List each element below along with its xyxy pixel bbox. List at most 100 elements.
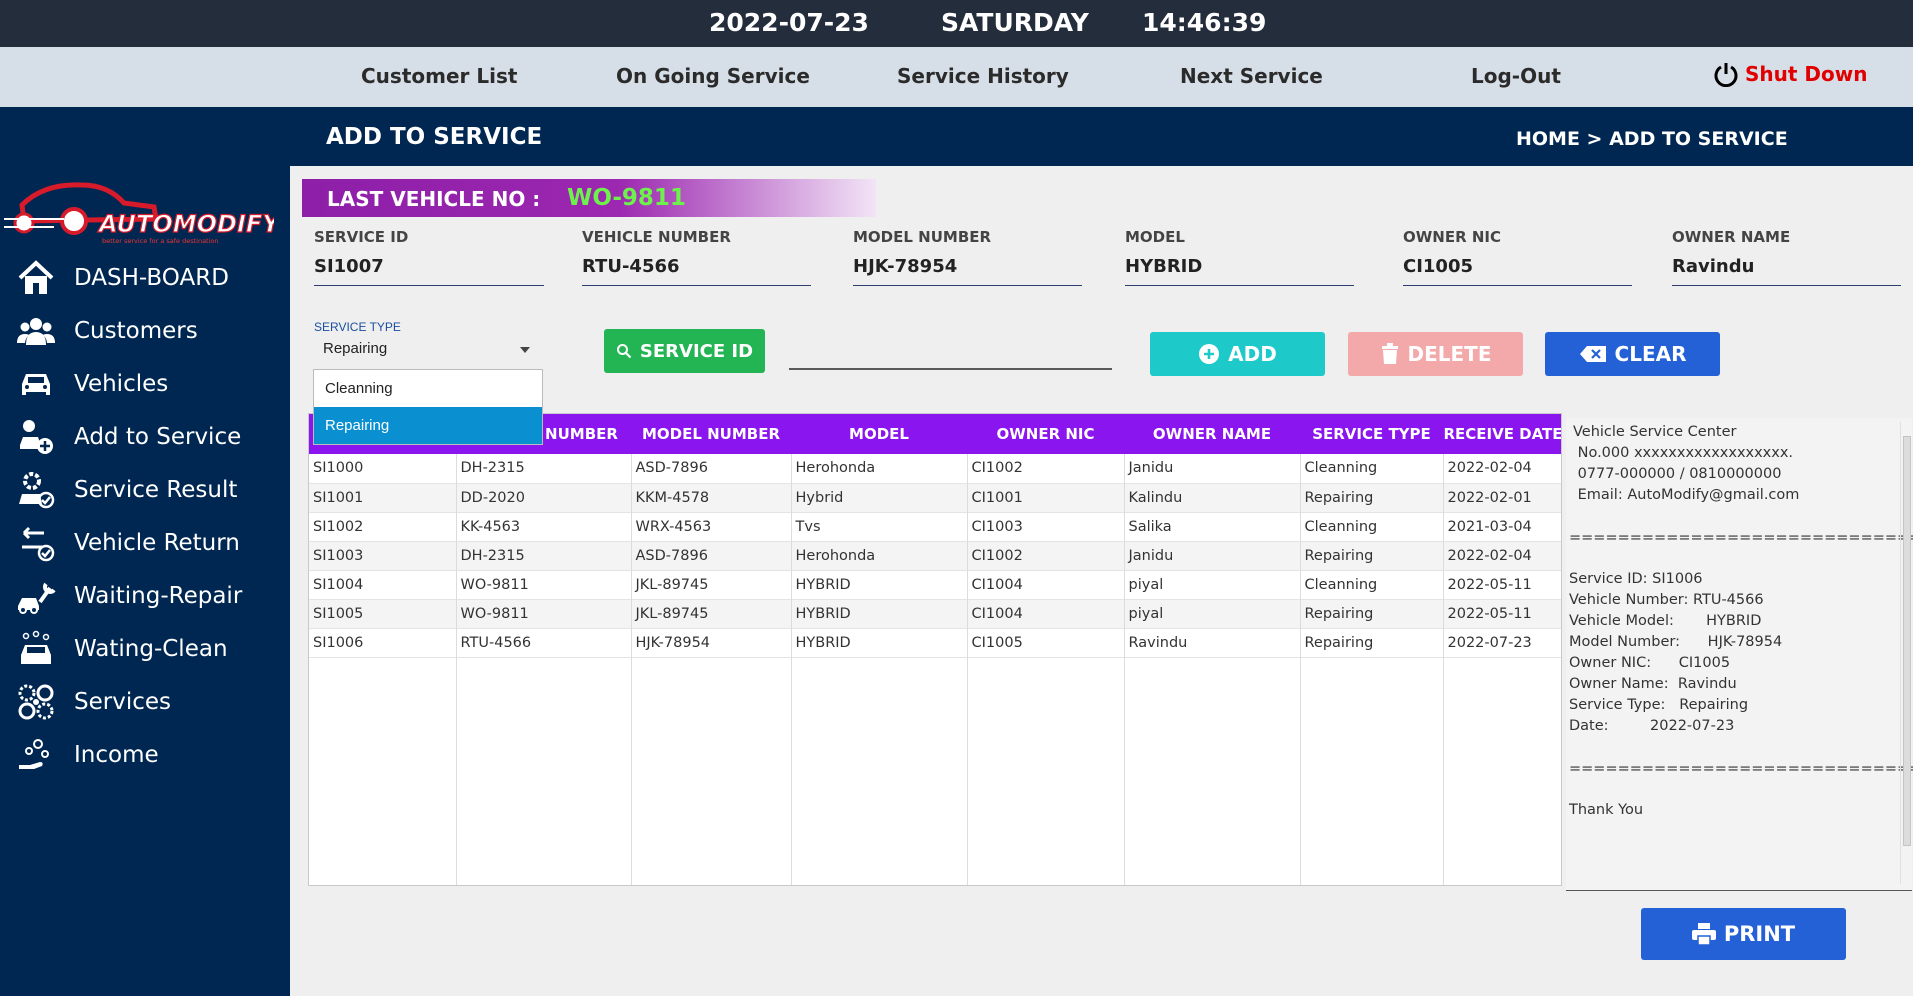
- sidebar-item-income[interactable]: Income: [14, 730, 284, 780]
- service-id-search-input[interactable]: [789, 368, 1112, 370]
- service-type-value: Repairing: [323, 340, 388, 357]
- vehicle-number-field[interactable]: VEHICLE NUMBER RTU-4566: [582, 228, 811, 286]
- wrench-car-icon: [14, 574, 58, 618]
- service-id-field[interactable]: SERVICE ID SI1007: [314, 228, 544, 286]
- table-cell: 2022-02-01: [1443, 483, 1561, 513]
- service-table[interactable]: SERVICE ID VEHICLE NUMBER MODEL NUMBER M…: [308, 413, 1562, 886]
- car-icon: [14, 362, 58, 406]
- option-cleanning[interactable]: Cleanning: [325, 380, 393, 397]
- col-header[interactable]: RECEIVE DATE: [1443, 414, 1561, 454]
- table-cell: 2022-07-23: [1443, 628, 1561, 658]
- col-header[interactable]: OWNER NAME: [1124, 414, 1300, 454]
- table-row[interactable]: SI1004 WO-9811 JKL-89745 HYBRID CI1004 piyal C…: [309, 570, 1561, 600]
- receipt-line: Service ID: SI1006: [1569, 571, 1703, 587]
- owner-name-field[interactable]: OWNER NAME Ravindu: [1672, 228, 1901, 286]
- last-vehicle-banner: LAST VEHICLE NO : WO-9811: [302, 179, 876, 217]
- chevron-down-icon: [520, 347, 530, 353]
- table-cell: ASD-7896: [631, 541, 792, 571]
- sidebar-item-label: DASH-BOARD: [74, 265, 229, 291]
- table-cell: Repairing: [1300, 483, 1444, 513]
- current-time: 14:46:39: [1142, 8, 1267, 37]
- table-cell: HYBRID: [791, 628, 968, 658]
- service-type-label: SERVICE TYPE: [314, 320, 401, 334]
- owner-nic-value[interactable]: CI1005: [1403, 256, 1632, 286]
- receipt-line: Thank You: [1569, 802, 1644, 818]
- service-id-button[interactable]: SERVICE ID: [604, 329, 765, 373]
- vehicle-number-value[interactable]: RTU-4566: [582, 256, 811, 286]
- sidebar-item-service-result[interactable]: Service Result: [14, 465, 284, 515]
- sidebar-item-label: Vehicle Return: [74, 530, 240, 556]
- print-button[interactable]: PRINT: [1641, 908, 1846, 960]
- table-cell: 2022-02-04: [1443, 541, 1561, 571]
- svg-text:AUTOMODIFY: AUTOMODIFY: [97, 210, 274, 238]
- owner-nic-field[interactable]: OWNER NIC CI1005: [1403, 228, 1632, 286]
- add-button[interactable]: ADD: [1150, 332, 1325, 376]
- model-field[interactable]: MODEL HYBRID: [1125, 228, 1354, 286]
- model-value[interactable]: HYBRID: [1125, 256, 1354, 286]
- table-cell: SI1000: [309, 454, 457, 484]
- owner-name-value[interactable]: Ravindu: [1672, 256, 1901, 286]
- plus-circle-icon: [1199, 344, 1220, 364]
- sidebar-item-label: Add to Service: [74, 424, 242, 450]
- option-repairing[interactable]: Repairing: [314, 407, 542, 444]
- nav-logout[interactable]: Log-Out: [1471, 64, 1561, 88]
- svg-text:better service for a safe dest: better service for a safe destination: [102, 237, 219, 245]
- last-vehicle-value: WO-9811: [567, 185, 686, 211]
- nav-next-service[interactable]: Next Service: [1180, 64, 1323, 88]
- trash-icon: [1381, 343, 1398, 364]
- clear-button[interactable]: CLEAR: [1545, 332, 1720, 376]
- table-cell: HYBRID: [791, 570, 968, 600]
- sidebar-item-dashboard[interactable]: DASH-BOARD: [14, 253, 284, 303]
- nav-ongoing-service[interactable]: On Going Service: [616, 64, 810, 88]
- car-wash-icon: [14, 627, 58, 671]
- delete-button[interactable]: DELETE: [1348, 332, 1523, 376]
- model-number-field[interactable]: MODEL NUMBER HJK-78954: [853, 228, 1082, 286]
- sidebar-item-vehicle-return[interactable]: Vehicle Return: [14, 518, 284, 568]
- sidebar-item-label: Vehicles: [74, 371, 169, 397]
- table-row[interactable]: SI1006 RTU-4566 HJK-78954 HYBRID CI1005 Ravin…: [309, 628, 1561, 658]
- table-cell: 2022-05-11: [1443, 599, 1561, 629]
- nav-service-history[interactable]: Service History: [897, 64, 1069, 88]
- table-cell: DD-2020: [456, 483, 632, 513]
- home-icon: [14, 256, 58, 300]
- col-header[interactable]: MODEL NUMBER: [631, 414, 791, 454]
- sidebar: AUTOMODIFY better service for a safe des…: [0, 107, 290, 996]
- receipt-scrollbar[interactable]: [1900, 422, 1912, 884]
- table-cell: Repairing: [1300, 599, 1444, 629]
- sidebar-item-customers[interactable]: Customers: [14, 306, 284, 356]
- table-cell: CI1004: [967, 570, 1125, 600]
- nav-customer-list[interactable]: Customer List: [361, 64, 518, 88]
- sidebar-item-waiting-repair[interactable]: Waiting-Repair: [14, 571, 284, 621]
- table-cell: CI1001: [967, 483, 1125, 513]
- table-row[interactable]: SI1005 WO-9811 JKL-89745 HYBRID CI1004 piyal R…: [309, 599, 1561, 629]
- receipt-divider: ==============================: [1569, 761, 1913, 777]
- table-row[interactable]: SI1000 DH-2315 ASD-7896 Herohonda CI1002 Jani…: [309, 454, 1561, 484]
- col-header[interactable]: MODEL: [791, 414, 967, 454]
- sidebar-item-services[interactable]: Services: [14, 677, 284, 727]
- sidebar-item-vehicles[interactable]: Vehicles: [14, 359, 284, 409]
- breadcrumb: HOME > ADD TO SERVICE: [1516, 128, 1788, 150]
- service-id-value[interactable]: SI1007: [314, 256, 544, 286]
- shutdown-button[interactable]: Shut Down: [1713, 61, 1867, 87]
- table-cell: ASD-7896: [631, 454, 792, 484]
- table-row[interactable]: SI1003 DH-2315 ASD-7896 Herohonda CI1002 Jani…: [309, 541, 1561, 571]
- col-header[interactable]: SERVICE TYPE: [1300, 414, 1443, 454]
- table-cell: 2022-02-04: [1443, 454, 1561, 484]
- table-cell: HJK-78954: [631, 628, 792, 658]
- table-row[interactable]: SI1001 DD-2020 KKM-4578 Hybrid CI1001 Kalindu…: [309, 483, 1561, 513]
- receipt-preview[interactable]: Vehicle Service Center No.000 xxxxxxxxxx…: [1566, 418, 1913, 891]
- col-header[interactable]: OWNER NIC: [967, 414, 1124, 454]
- model-number-value[interactable]: HJK-78954: [853, 256, 1082, 286]
- table-cell: Cleanning: [1300, 454, 1444, 484]
- receipt-line: Vehicle Model: HYBRID: [1569, 613, 1762, 629]
- scrollbar-thumb[interactable]: [1903, 436, 1911, 846]
- table-cell: Herohonda: [791, 454, 968, 484]
- sidebar-item-add-to-service[interactable]: Add to Service: [14, 412, 284, 462]
- model-number-label: MODEL NUMBER: [853, 228, 992, 246]
- service-type-select[interactable]: Repairing: [314, 336, 540, 364]
- sidebar-item-label: Income: [74, 742, 159, 768]
- table-cell: WO-9811: [456, 599, 632, 629]
- table-row[interactable]: SI1002 KK-4563 WRX-4563 Tvs CI1003 Salika Clea…: [309, 512, 1561, 542]
- receipt-divider: ==============================: [1569, 530, 1913, 546]
- sidebar-item-waiting-clean[interactable]: Wating-Clean: [14, 624, 284, 674]
